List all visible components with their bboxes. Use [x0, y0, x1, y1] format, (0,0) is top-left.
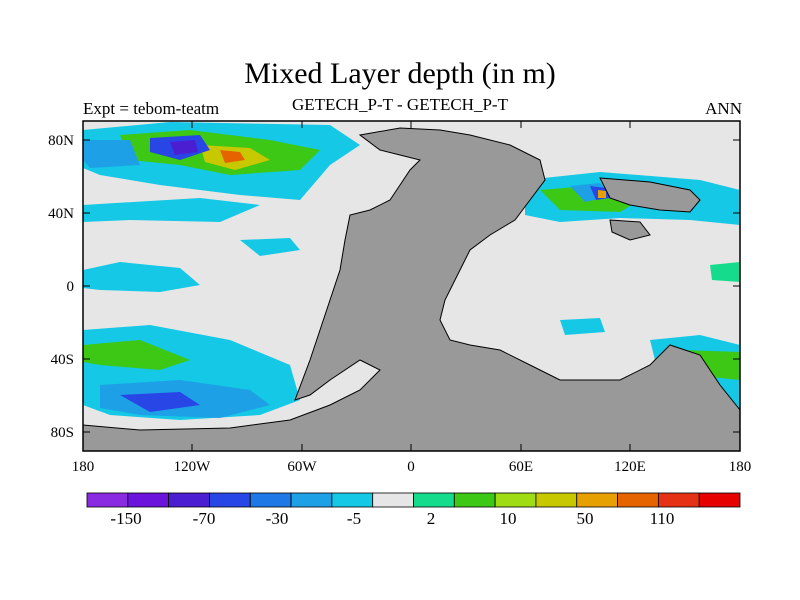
colorbar-label: -70: [193, 509, 216, 528]
lon-tick-label: 120W: [174, 459, 212, 475]
anomaly-patch-cyan: [83, 198, 260, 222]
colorbar-swatch: [127, 492, 170, 508]
anomaly-patch-cyan: [560, 318, 605, 335]
experiment-label: Expt = tebom-teatm: [83, 99, 220, 118]
colorbar-swatch: [576, 492, 618, 508]
lon-tick-labels: 180 120W 60W 0 60E 120E 180: [72, 459, 752, 475]
colorbar-swatch: [494, 492, 537, 508]
colorbar-swatch: [209, 492, 251, 508]
y-axis: [83, 139, 740, 433]
plot-title: Mixed Layer depth (in m): [244, 57, 556, 90]
colorbar-label: -150: [110, 509, 141, 528]
anomaly-patch-blue: [120, 392, 200, 412]
colorbar-swatch: [413, 492, 455, 508]
lat-tick-label: 80N: [48, 133, 74, 149]
colorbar-swatch: [535, 492, 578, 508]
land-asia-island: [599, 177, 701, 213]
lat-tick-labels: 80N 40N 0 40S 80S: [48, 133, 74, 441]
colorbar-swatch: [657, 492, 700, 508]
anomaly-patch-orange: [598, 190, 606, 198]
lon-tick-label: 180: [729, 459, 752, 475]
colorbar-labels: -150 -70 -30 -5 2 10 50 110: [110, 509, 674, 528]
lat-tick-label: 80S: [51, 425, 74, 441]
anomaly-patch-cyan: [240, 238, 300, 256]
lon-tick-label: 60E: [509, 459, 533, 475]
lon-tick-label: 60W: [287, 459, 317, 475]
anomaly-patch-green: [83, 340, 190, 370]
anomaly-patch-purple: [170, 140, 198, 155]
lon-tick-label: 180: [72, 459, 95, 475]
x-axis: [82, 121, 741, 451]
colorbar-swatch: [372, 492, 414, 508]
colorbar-label: -5: [347, 509, 361, 528]
colorbar-swatch: [86, 492, 129, 508]
land-east-island: [609, 219, 651, 241]
lat-tick-label: 0: [67, 279, 75, 295]
colorbar-label: 110: [650, 509, 675, 528]
colorbar-label: 50: [577, 509, 594, 528]
land: [83, 127, 740, 451]
lat-tick-label: 40S: [51, 352, 74, 368]
colorbar-label: -30: [266, 509, 289, 528]
anomaly-patch-orange: [220, 150, 245, 163]
colorbar-swatch: [698, 492, 741, 508]
colorbar-swatch: [617, 492, 659, 508]
anomaly-patch-cyan: [83, 262, 200, 292]
dataset-label: GETECH_P-T - GETECH_P-T: [292, 95, 508, 114]
season-label: ANN: [705, 99, 742, 118]
colorbar-swatch: [168, 492, 210, 508]
colorbar: [86, 492, 741, 508]
colorbar-label: 10: [500, 509, 517, 528]
map-panel: [83, 121, 740, 451]
colorbar-swatch: [331, 492, 374, 508]
colorbar-label: 2: [427, 509, 436, 528]
lon-tick-label: 0: [407, 459, 415, 475]
lon-tick-label: 120E: [614, 459, 646, 475]
colorbar-swatch: [453, 492, 496, 508]
anomaly-patch-lightblue: [83, 140, 140, 168]
anomaly-patch-green: [710, 262, 740, 282]
lat-tick-label: 40N: [48, 206, 74, 222]
land-north: [83, 127, 740, 451]
colorbar-swatch: [290, 492, 333, 508]
colorbar-swatch: [249, 492, 292, 508]
